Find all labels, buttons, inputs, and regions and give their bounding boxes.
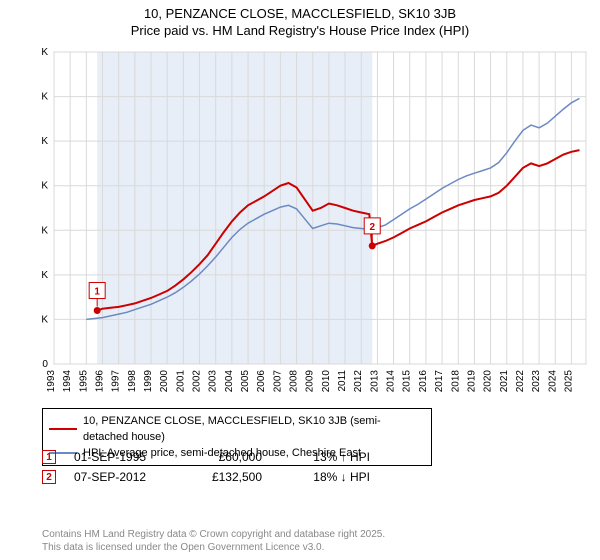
legend-label-price-paid: 10, PENZANCE CLOSE, MACCLESFIELD, SK10 3… [83,413,425,445]
marker-badge-1: 1 [42,450,56,464]
marker-date-2: 07-SEP-2012 [74,470,164,484]
svg-text:£150K: £150K [42,225,48,236]
svg-text:£350K: £350K [42,48,48,58]
svg-text:1997: 1997 [111,370,122,393]
svg-text:1993: 1993 [46,370,57,393]
svg-text:1994: 1994 [62,370,73,393]
svg-text:1998: 1998 [127,370,138,393]
svg-text:£200K: £200K [42,181,48,192]
svg-text:£250K: £250K [42,136,48,147]
svg-text:2018: 2018 [450,370,461,393]
marker-row-1: 1 01-SEP-1995 £60,000 13% ↑ HPI [42,450,370,464]
legend-row-price-paid: 10, PENZANCE CLOSE, MACCLESFIELD, SK10 3… [49,413,425,445]
svg-text:2000: 2000 [159,370,170,393]
svg-text:2013: 2013 [369,370,380,393]
svg-text:2016: 2016 [418,370,429,393]
chart-container: 10, PENZANCE CLOSE, MACCLESFIELD, SK10 3… [0,0,600,560]
svg-text:1995: 1995 [78,370,89,393]
svg-text:2004: 2004 [224,370,235,393]
svg-text:2012: 2012 [353,370,364,393]
svg-text:2008: 2008 [289,370,300,393]
title-block: 10, PENZANCE CLOSE, MACCLESFIELD, SK10 3… [0,0,600,42]
marker-badge-2: 2 [42,470,56,484]
svg-text:2007: 2007 [272,370,283,393]
legend-swatch-price-paid [49,428,77,430]
svg-text:2020: 2020 [483,370,494,393]
svg-text:2009: 2009 [305,370,316,393]
svg-text:£0: £0 [42,359,48,370]
svg-text:2006: 2006 [256,370,267,393]
svg-text:2014: 2014 [386,370,397,393]
svg-text:2015: 2015 [402,370,413,393]
svg-text:2024: 2024 [547,370,558,393]
svg-text:2019: 2019 [466,370,477,393]
svg-text:2005: 2005 [240,370,251,393]
chart-area: £0 £50K £100K £150K £200K £250K £300K £350K 1993… [42,48,590,398]
svg-text:1: 1 [94,287,100,298]
svg-text:2001: 2001 [175,370,186,393]
svg-text:1996: 1996 [95,370,106,393]
title-subtitle: Price paid vs. HM Land Registry's House … [0,23,600,38]
svg-text:2003: 2003 [208,370,219,393]
svg-text:£100K: £100K [42,270,48,281]
footer: Contains HM Land Registry data © Crown c… [42,528,385,554]
svg-text:£50K: £50K [42,314,48,325]
title-address: 10, PENZANCE CLOSE, MACCLESFIELD, SK10 3… [0,6,600,21]
svg-text:2011: 2011 [337,370,348,392]
marker-price-2: £132,500 [182,470,262,484]
marker-price-1: £60,000 [182,450,262,464]
svg-text:2021: 2021 [499,370,510,393]
svg-text:2023: 2023 [531,370,542,393]
svg-text:2010: 2010 [321,370,332,393]
marker-delta-2: 18% ↓ HPI [280,470,370,484]
svg-text:2022: 2022 [515,370,526,393]
marker-row-2: 2 07-SEP-2012 £132,500 18% ↓ HPI [42,470,370,484]
footer-line2: This data is licensed under the Open Gov… [42,541,385,554]
svg-text:2025: 2025 [563,370,574,393]
svg-text:2: 2 [369,222,375,233]
svg-text:2002: 2002 [192,370,203,393]
marker-table: 1 01-SEP-1995 £60,000 13% ↑ HPI 2 07-SEP… [42,450,370,490]
svg-text:1999: 1999 [143,370,154,393]
marker-date-1: 01-SEP-1995 [74,450,164,464]
marker-delta-1: 13% ↑ HPI [280,450,370,464]
svg-text:£300K: £300K [42,92,48,103]
svg-text:2017: 2017 [434,370,445,393]
line-chart: £0 £50K £100K £150K £200K £250K £300K £350K 1993… [42,48,590,398]
footer-line1: Contains HM Land Registry data © Crown c… [42,528,385,541]
